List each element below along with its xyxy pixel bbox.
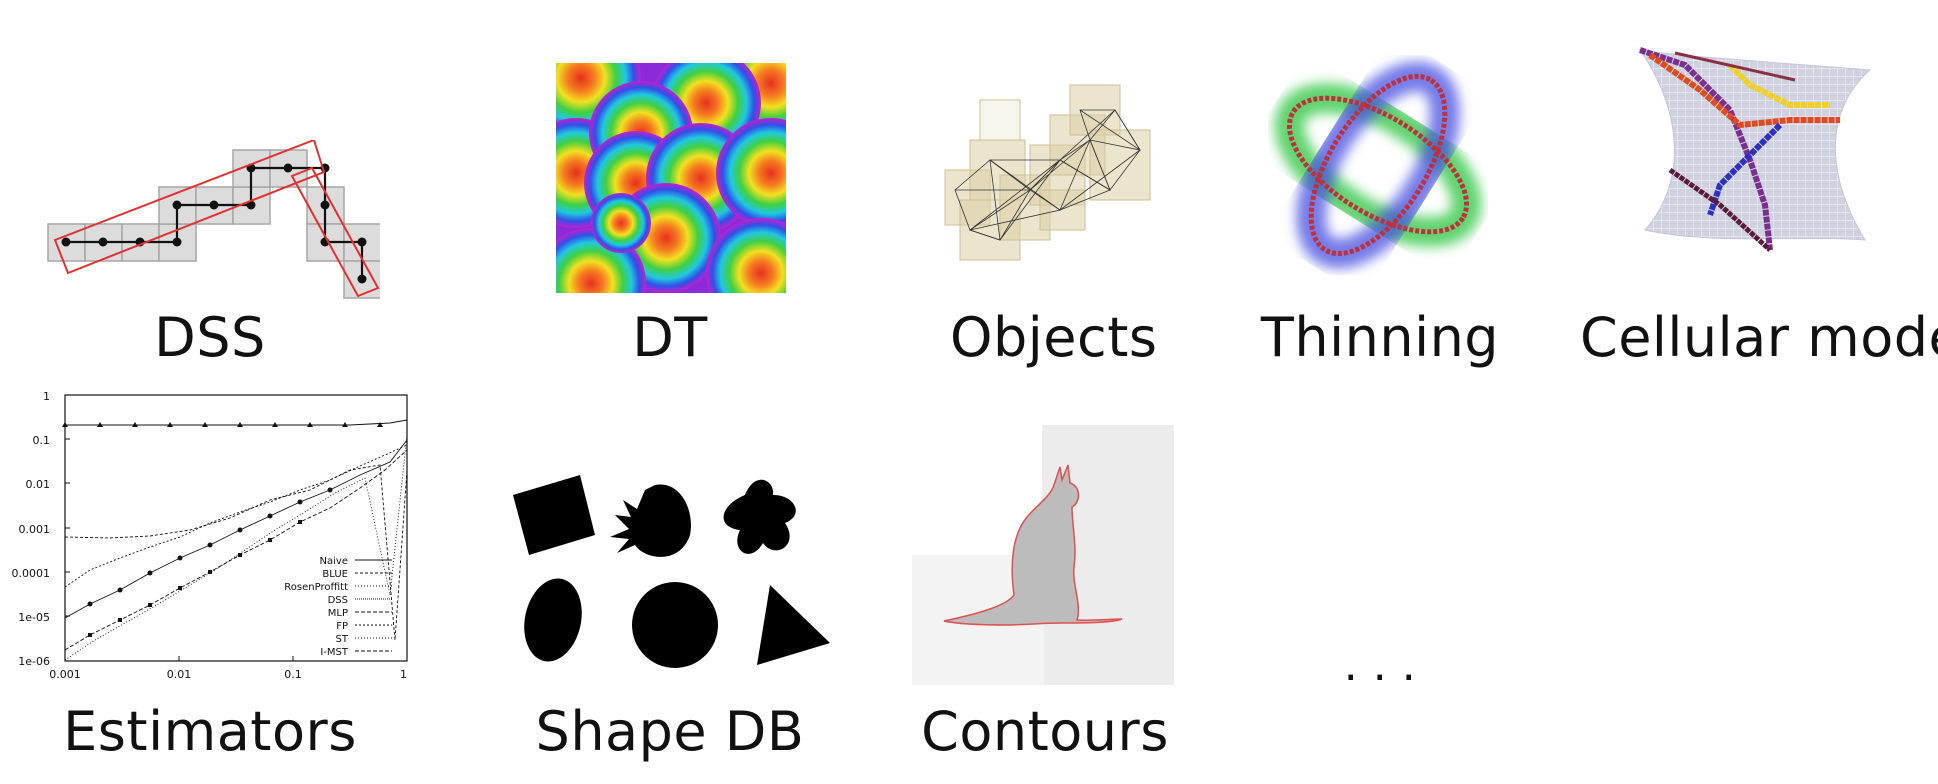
objects-figure bbox=[940, 80, 1160, 280]
legend-entry: RosenProffitt bbox=[284, 582, 348, 593]
y-tick: 0.001 bbox=[19, 523, 51, 536]
label-estimators: Estimators bbox=[63, 700, 357, 763]
y-tick: 0.1 bbox=[33, 434, 51, 447]
legend-entry: I-MST bbox=[320, 647, 349, 658]
shapedb-figure bbox=[505, 465, 835, 675]
label-shapedb: Shape DB bbox=[535, 700, 805, 763]
legend-entry: DSS bbox=[328, 595, 348, 606]
label-thinning: Thinning bbox=[1260, 306, 1500, 369]
dt-figure bbox=[556, 63, 786, 293]
y-tick: 1e-05 bbox=[18, 611, 50, 624]
legend-entry: ST bbox=[336, 634, 349, 645]
legend-entry: FP bbox=[336, 621, 348, 632]
label-more: . . . bbox=[1343, 640, 1417, 691]
estimators-plot: 1 0.1 0.01 0.001 0.0001 1e-05 1e-06 0.00… bbox=[10, 390, 410, 680]
y-tick: 0.0001 bbox=[12, 567, 51, 580]
label-dt: DT bbox=[632, 306, 708, 369]
label-contours: Contours bbox=[921, 700, 1169, 763]
x-tick: 0.001 bbox=[49, 668, 81, 680]
y-tick: 1e-06 bbox=[18, 655, 50, 668]
dss-figure bbox=[40, 140, 380, 300]
legend-entry: Naive bbox=[320, 556, 348, 567]
x-tick: 0.01 bbox=[167, 668, 192, 680]
contours-figure bbox=[912, 425, 1174, 685]
legend-entry: MLP bbox=[328, 608, 348, 619]
label-objects: Objects bbox=[950, 306, 1158, 369]
label-dss: DSS bbox=[154, 306, 266, 369]
y-tick: 0.01 bbox=[26, 478, 51, 491]
cellular-figure bbox=[1630, 45, 1880, 260]
legend-entry: BLUE bbox=[322, 569, 348, 580]
x-tick: 0.1 bbox=[284, 668, 302, 680]
x-tick: 1 bbox=[400, 668, 407, 680]
label-cellular: Cellular model bbox=[1580, 306, 1938, 369]
y-tick: 1 bbox=[43, 390, 50, 403]
thinning-figure bbox=[1268, 55, 1488, 275]
